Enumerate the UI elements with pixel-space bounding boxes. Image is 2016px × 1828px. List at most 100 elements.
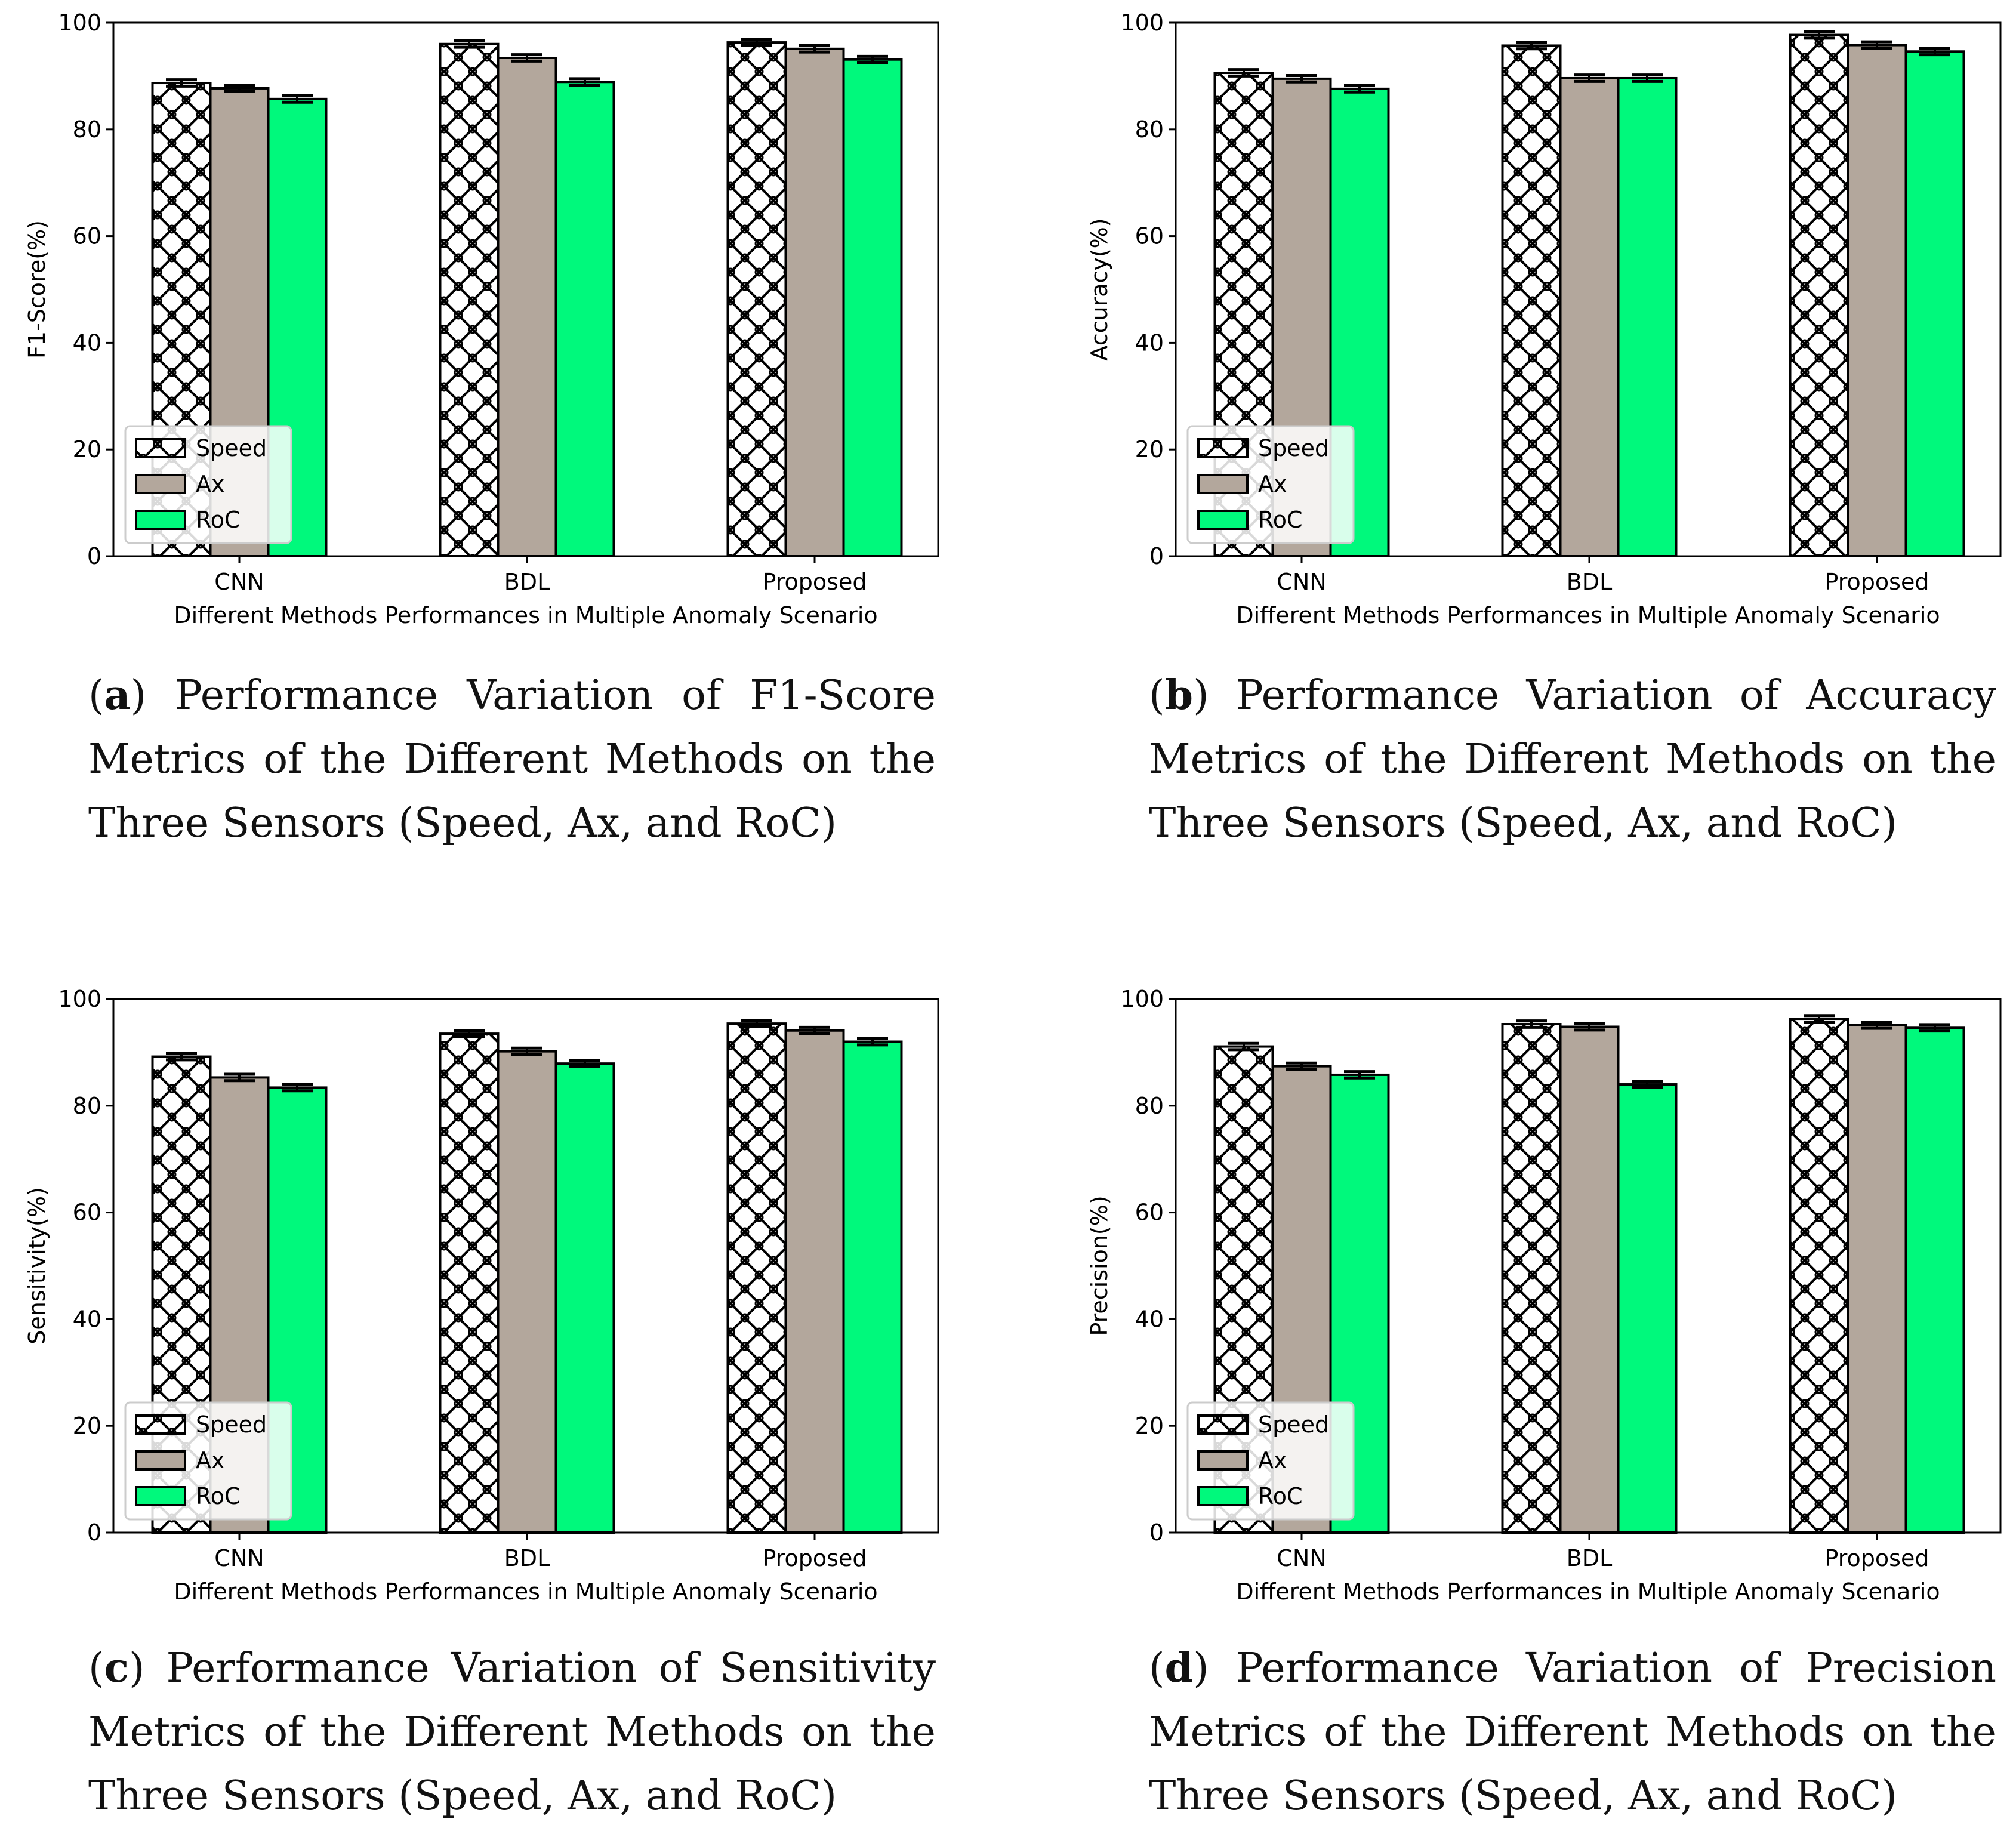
chart-panel-3: 0 20 40 60 80 100 Sensitivity(%) CNN BDL Proposed… (24, 986, 939, 1605)
caption-a: (a) Performance Variation of F1-Score Me… (88, 671, 936, 847)
bar-ax-proposed (1847, 1024, 1907, 1534)
y-tick-label: 100 (1120, 986, 1164, 1012)
legend-swatch-speed (1197, 1414, 1249, 1435)
y-tick-label: 20 (1135, 436, 1164, 463)
y-tick-label: 40 (73, 329, 101, 356)
bar-speed-proposed (1789, 1018, 1849, 1534)
y-tick-label: 60 (1135, 223, 1164, 249)
legend-label-roc: RoC (1258, 1483, 1302, 1509)
bar-speed-proposed (726, 1022, 787, 1534)
caption-c-text: Performance Variation of Sensitivity Met… (88, 1645, 936, 1820)
y-axis-label: Sensitivity(%) (24, 1187, 50, 1345)
bar-ax-bdl (1559, 1025, 1620, 1534)
y-tick-label: 80 (73, 116, 101, 143)
y-tick-label: 40 (73, 1306, 101, 1332)
legend-label-ax: Ax (1258, 471, 1287, 497)
chart-panel-1: 0 20 40 60 80 100 F1-Score(%) CNN BDL Proposed Dif… (24, 10, 939, 628)
bar-ax-proposed (1847, 44, 1907, 558)
y-tick-label: 80 (1135, 1093, 1164, 1119)
caption-b: (b) Performance Variation of Accuracy Me… (1149, 671, 1996, 847)
legend-swatch-roc (135, 1486, 186, 1506)
bar-roc-proposed (842, 1040, 903, 1534)
x-axis-label: Different Methods Performances in Multip… (1236, 602, 1940, 628)
y-tick-label: 80 (1135, 116, 1164, 143)
legend-label-roc: RoC (196, 507, 240, 533)
y-tick-label: 100 (58, 986, 101, 1012)
caption-a-text: Performance Variation of F1-Score Metric… (88, 672, 936, 847)
bar-ax-bdl (1559, 76, 1620, 557)
x-tick-label-cnn: CNN (214, 1545, 264, 1571)
caption-d-text: Performance Variation of Precision Metri… (1149, 1645, 1996, 1820)
legend-label-roc: RoC (1258, 507, 1302, 533)
y-tick-label: 20 (73, 1413, 101, 1439)
legend-label-ax: Ax (196, 471, 224, 497)
bar-roc-bdl (1617, 76, 1678, 557)
bar-roc-bdl (554, 81, 615, 557)
legend: Speed Ax RoC (1186, 1401, 1355, 1521)
legend-swatch-ax (1197, 474, 1249, 494)
bar-speed-bdl (1501, 44, 1562, 557)
bar-speed-proposed (726, 41, 787, 557)
caption-b-text: Performance Variation of Accuracy Metric… (1149, 672, 1996, 847)
legend-label-ax: Ax (1258, 1447, 1287, 1474)
bar-roc-bdl (554, 1062, 615, 1534)
y-tick-label: 0 (87, 1519, 101, 1546)
bar-ax-proposed (784, 1029, 845, 1534)
x-tick-label-cnn: CNN (1277, 1545, 1326, 1571)
bar-speed-bdl (1501, 1023, 1562, 1534)
y-tick-label: 60 (1135, 1200, 1164, 1226)
caption-c: (c) Performance Variation of Sensitivity… (88, 1644, 936, 1820)
bar-roc-proposed (1904, 1026, 1965, 1534)
legend-swatch-ax (135, 474, 186, 494)
legend-swatch-speed (1197, 438, 1249, 458)
x-tick-label-proposed: Proposed (763, 569, 867, 595)
legend-label-speed: Speed (1258, 1411, 1329, 1438)
bar-speed-proposed (1789, 33, 1849, 557)
legend: Speed Ax RoC (124, 1401, 292, 1521)
y-axis-label: F1-Score(%) (24, 220, 50, 359)
bar-speed-bdl (439, 1032, 500, 1534)
legend-swatch-ax (135, 1450, 186, 1471)
legend-label-ax: Ax (196, 1447, 224, 1474)
legend: Speed Ax RoC (1186, 425, 1355, 544)
chart-panel-2: 0 20 40 60 80 100 Accuracy(%) CNN BDL Proposed Dif… (1086, 10, 2002, 628)
y-axis-label: Precision(%) (1086, 1195, 1112, 1336)
caption-d-letter: d (1164, 1644, 1194, 1692)
x-tick-label-cnn: CNN (1277, 569, 1326, 595)
legend: Speed Ax RoC (124, 425, 292, 544)
y-axis-label: Accuracy(%) (1086, 218, 1112, 360)
bar-roc-bdl (1617, 1083, 1678, 1534)
x-axis-label: Different Methods Performances in Multip… (174, 1579, 877, 1605)
y-tick-label: 40 (1135, 329, 1164, 356)
bar-roc-proposed (842, 58, 903, 558)
bar-group (1213, 30, 1965, 558)
legend-label-roc: RoC (196, 1483, 240, 1509)
caption-d: (d) Performance Variation of Precision M… (1149, 1644, 1996, 1820)
y-tick-label: 0 (1149, 1519, 1164, 1546)
legend-swatch-ax (1197, 1450, 1249, 1471)
bar-speed-bdl (439, 42, 500, 557)
legend-swatch-speed (135, 1414, 186, 1435)
x-tick-label-bdl: BDL (1567, 569, 1613, 595)
caption-b-letter: b (1164, 671, 1194, 719)
caption-c-letter: c (104, 1644, 129, 1692)
x-tick-label-bdl: BDL (504, 569, 550, 595)
y-tick-label: 60 (73, 223, 101, 249)
x-tick-label-proposed: Proposed (763, 1545, 867, 1571)
x-tick-label-proposed: Proposed (1825, 569, 1929, 595)
chart-panel-4: 0 20 40 60 80 100 Precision(%) CNN BDL Proposed Di… (1086, 986, 2002, 1605)
bar-ax-proposed (784, 47, 845, 557)
x-axis-label: Different Methods Performances in Multip… (1236, 1579, 1940, 1605)
legend-swatch-speed (135, 438, 186, 458)
x-tick-label-cnn: CNN (214, 569, 264, 595)
legend-label-speed: Speed (196, 1411, 267, 1438)
caption-a-letter: a (104, 671, 131, 719)
y-tick-label: 20 (73, 436, 101, 463)
y-tick-label: 40 (1135, 1306, 1164, 1332)
x-tick-label-proposed: Proposed (1825, 1545, 1929, 1571)
legend-swatch-roc (135, 510, 186, 530)
bar-roc-cnn (267, 97, 328, 558)
legend-label-speed: Speed (1258, 435, 1329, 461)
y-tick-label: 0 (1149, 543, 1164, 569)
